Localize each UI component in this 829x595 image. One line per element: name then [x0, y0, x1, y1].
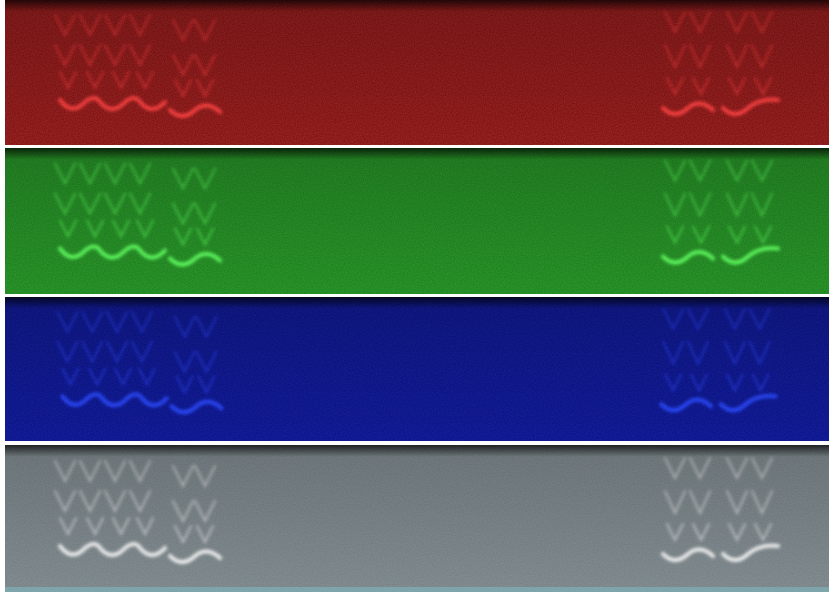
page [0, 0, 829, 595]
red-panel [5, 0, 829, 145]
blue-panel [5, 297, 829, 441]
composite-panel [5, 445, 829, 592]
spectrogram-image [0, 0, 829, 595]
green-panel [5, 148, 829, 294]
